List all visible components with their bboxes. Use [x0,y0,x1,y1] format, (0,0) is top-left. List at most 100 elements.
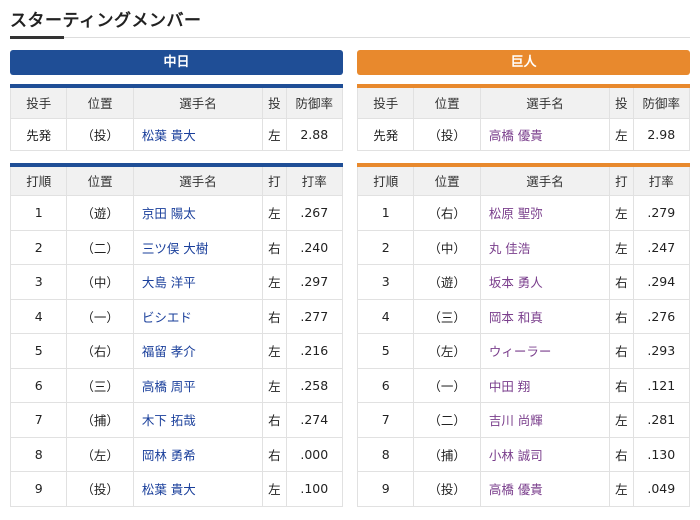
pitcher-header-row: 投手 位置 選手名投防御率 [9,85,344,119]
player-batting-average: .276 [632,298,691,334]
player-batting-average: .049 [632,471,691,507]
batting-order: 5 [356,333,415,369]
player-batting-average: .297 [285,264,344,300]
player-name-link[interactable]: 高橋 周平 [132,367,264,403]
lineup-row: 6 （一） 中田 翔右 .121 [356,367,691,403]
pitcher-header-cell: 投手 [9,85,68,119]
player-batting-average: .281 [632,402,691,438]
player-name-link[interactable]: 京田 陽太 [132,195,264,231]
lineup-row: 1 （右） 松原 聖弥左 .279 [356,195,691,231]
pitcher-role: 先発 [9,117,68,151]
player-name-link[interactable]: 坂本 勇人 [479,264,611,300]
pitcher-throws: 左 [609,117,634,151]
lineup-row: 4 （一） ビシエド右 .277 [9,298,344,334]
player-position: （捕） [413,436,481,472]
pitcher-header-cell: 防御率 [632,85,691,119]
player-bats: 右 [609,333,634,369]
lineup-row: 4 （三） 岡本 和真右 .276 [356,298,691,334]
batting-order: 9 [9,471,68,507]
player-batting-average: .294 [632,264,691,300]
player-bats: 右 [262,298,287,334]
player-position: （右） [413,195,481,231]
player-name-link[interactable]: 岡林 勇希 [132,436,264,472]
pitcher-row: 先発 （投） 高橋 優貴左 2.98 [356,117,691,151]
player-bats: 左 [262,264,287,300]
batting-order: 9 [356,471,415,507]
batting-order: 1 [9,195,68,231]
player-bats: 左 [262,195,287,231]
batting-order: 7 [9,402,68,438]
batting-order: 5 [9,333,68,369]
pitcher-header-cell: 位置 [413,85,481,119]
lineup-table-home: 打順 位置 選手名打打率 1 （遊） 京田 陽太左 .267 2 （二） 三ツ俣 大樹右 .240 3… [9,162,344,507]
player-name-link[interactable]: ビシエド [132,298,264,334]
player-name-link[interactable]: 松葉 貴大 [132,471,264,507]
lineup-header-cell: 打順 [9,164,68,196]
player-position: （右） [66,333,134,369]
team-header-away: 巨人 [357,50,690,75]
player-name-link[interactable]: 丸 佳浩 [479,229,611,265]
player-batting-average: .000 [285,436,344,472]
player-name-link[interactable]: 岡本 和真 [479,298,611,334]
player-name-link[interactable]: 小林 誠司 [479,436,611,472]
player-name-link[interactable]: 松原 聖弥 [479,195,611,231]
lineup-row: 8 （捕） 小林 誠司右 .130 [356,436,691,472]
lineup-header-row: 打順 位置 選手名打打率 [9,164,344,196]
player-position: （捕） [66,402,134,438]
lineup-row: 9 （投） 松葉 貴大左 .100 [9,471,344,507]
player-name-link[interactable]: 高橋 優貴 [479,471,611,507]
player-bats: 左 [609,402,634,438]
pitcher-header-cell: 投手 [356,85,415,119]
team-column-home: 中日 投手 位置 選手名投防御率 先発 （投） 松葉 貴大左 2.88 打順 位置 選手名打打率 1 （… [9,50,344,507]
player-bats: 左 [609,195,634,231]
player-name-link[interactable]: 中田 翔 [479,367,611,403]
player-batting-average: .277 [285,298,344,334]
lineup-header-cell: 位置 [413,164,481,196]
pitcher-throws: 左 [262,117,287,151]
player-position: （一） [66,298,134,334]
lineup-row: 8 （左） 岡林 勇希右 .000 [9,436,344,472]
pitcher-header-cell: 選手名 [132,85,264,119]
batting-order: 3 [9,264,68,300]
pitcher-table-away: 投手 位置 選手名投防御率 先発 （投） 高橋 優貴左 2.98 [356,84,691,151]
player-bats: 右 [262,229,287,265]
player-name-link[interactable]: ウィーラー [479,333,611,369]
player-bats: 右 [609,436,634,472]
player-batting-average: .247 [632,229,691,265]
player-name-link[interactable]: 大島 洋平 [132,264,264,300]
player-batting-average: .267 [285,195,344,231]
batting-order: 2 [356,229,415,265]
player-position: （投） [413,471,481,507]
player-name-link[interactable]: 吉川 尚輝 [479,402,611,438]
player-bats: 右 [262,402,287,438]
pitcher-header-cell: 投 [262,85,287,119]
player-batting-average: .130 [632,436,691,472]
player-bats: 左 [262,333,287,369]
player-bats: 左 [262,471,287,507]
lineup-header-cell: 打率 [285,164,344,196]
batting-order: 6 [356,367,415,403]
page-title: スターティングメンバー [10,11,202,31]
pitcher-header-cell: 選手名 [479,85,611,119]
player-bats: 左 [609,229,634,265]
player-batting-average: .258 [285,367,344,403]
player-name-link[interactable]: 福留 孝介 [132,333,264,369]
lineup-row: 2 （二） 三ツ俣 大樹右 .240 [9,229,344,265]
batting-order: 7 [356,402,415,438]
player-position: （遊） [413,264,481,300]
player-name-link[interactable]: 三ツ俣 大樹 [132,229,264,265]
player-position: （左） [413,333,481,369]
pitcher-header-cell: 防御率 [285,85,344,119]
lineup-header-cell: 位置 [66,164,134,196]
batting-order: 6 [9,367,68,403]
player-name-link[interactable]: 木下 拓哉 [132,402,264,438]
player-position: （遊） [66,195,134,231]
pitcher-role: 先発 [356,117,415,151]
pitcher-name-link[interactable]: 松葉 貴大 [132,117,264,151]
lineup-row: 7 （捕） 木下 拓哉右 .274 [9,402,344,438]
batting-order: 4 [356,298,415,334]
title-divider [10,37,690,38]
pitcher-name-link[interactable]: 高橋 優貴 [479,117,611,151]
batting-order: 4 [9,298,68,334]
team-column-away: 巨人 投手 位置 選手名投防御率 先発 （投） 高橋 優貴左 2.98 打順 位置 選手名打打率 1 （… [356,50,691,507]
